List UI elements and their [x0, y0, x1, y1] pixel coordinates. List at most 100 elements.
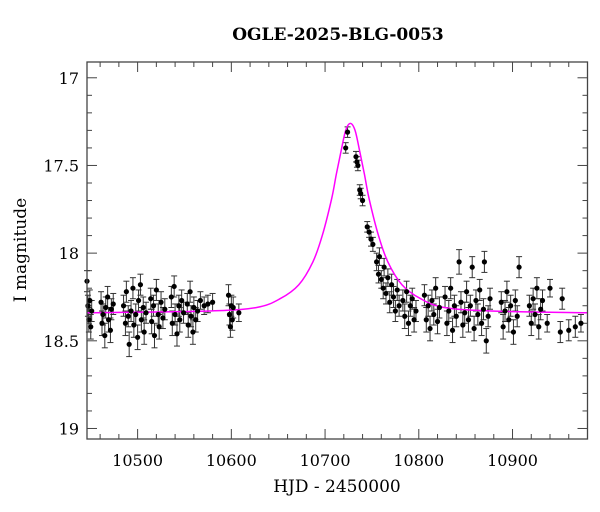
data-point	[140, 304, 146, 311]
data-point	[528, 320, 534, 326]
data-point	[359, 197, 366, 204]
data-point	[122, 320, 129, 326]
data-point	[458, 299, 464, 305]
data-point	[169, 320, 175, 326]
data-point	[578, 320, 584, 326]
data-point	[539, 297, 546, 304]
data-point	[135, 297, 142, 304]
data-point	[88, 324, 94, 330]
data-point	[374, 259, 380, 265]
data-point	[168, 294, 174, 300]
data-point	[514, 313, 520, 319]
data-point	[431, 311, 437, 318]
data-point	[469, 264, 475, 270]
data-point	[396, 303, 402, 309]
data-point	[462, 310, 468, 316]
y-axis-label: I magnitude	[11, 198, 31, 302]
data-point	[130, 285, 136, 291]
data-point	[480, 306, 487, 312]
data-point	[120, 303, 127, 309]
data-point	[179, 297, 185, 304]
data-point	[475, 311, 481, 318]
data-point	[176, 303, 182, 309]
data-point	[516, 264, 522, 270]
data-point	[446, 308, 452, 314]
data-point	[434, 318, 441, 325]
data-point	[227, 324, 234, 330]
data-point	[366, 229, 372, 235]
data-point	[504, 289, 510, 295]
data-point	[566, 327, 572, 333]
data-point	[100, 311, 106, 318]
data-point	[151, 332, 158, 339]
plot-frame	[86, 61, 589, 440]
data-point	[123, 289, 129, 295]
data-point	[411, 317, 417, 323]
data-point	[460, 322, 466, 328]
data-point	[506, 317, 512, 323]
data-point	[98, 299, 104, 305]
data-point	[107, 327, 114, 333]
data-point	[444, 320, 450, 326]
data-point	[471, 325, 477, 332]
data-point	[230, 304, 236, 311]
data-point	[128, 308, 134, 314]
data-point	[467, 303, 473, 309]
data-point	[485, 313, 491, 319]
data-point	[141, 329, 147, 335]
data-point	[205, 301, 211, 307]
data-point	[429, 297, 435, 304]
data-point	[451, 303, 458, 309]
data-point	[343, 145, 349, 151]
data-point	[137, 282, 144, 288]
data-point	[385, 275, 391, 281]
data-point	[138, 317, 144, 323]
data-point	[229, 317, 235, 323]
x-tick-label: 10900	[487, 451, 538, 470]
data-point	[526, 303, 532, 309]
data-point	[404, 289, 410, 295]
data-point	[448, 285, 454, 291]
data-point	[530, 296, 536, 302]
x-axis-label: HJD - 2450000	[273, 477, 401, 497]
data-point	[190, 329, 196, 335]
data-point	[402, 313, 408, 319]
y-tick-label: 17.5	[43, 156, 79, 175]
data-point	[559, 296, 565, 302]
data-point	[191, 304, 197, 311]
data-point	[358, 190, 364, 197]
data-point	[483, 338, 489, 344]
data-point	[110, 301, 116, 307]
data-point	[185, 322, 191, 328]
data-point	[226, 311, 233, 318]
data-point	[187, 289, 193, 295]
data-point	[135, 334, 141, 340]
data-point	[532, 311, 538, 318]
y-tick-label: 18.5	[43, 332, 79, 351]
data-point	[421, 292, 428, 298]
data-point	[502, 308, 508, 314]
data-point	[197, 297, 204, 304]
data-point	[390, 294, 397, 300]
y-tick-label: 19	[59, 419, 79, 438]
model-curve	[86, 122, 588, 314]
x-tick-label: 10600	[206, 451, 257, 470]
data-point	[449, 327, 456, 333]
data-point	[453, 313, 459, 319]
data-point	[105, 294, 111, 300]
data-point	[194, 308, 201, 314]
x-tick-label: 10700	[300, 451, 351, 470]
data-point	[508, 303, 514, 309]
data-point	[126, 341, 132, 347]
data-point	[487, 296, 493, 302]
data-point	[534, 285, 540, 291]
data-point	[378, 276, 384, 283]
data-point	[133, 311, 139, 318]
data-point	[510, 329, 517, 335]
data-point	[383, 290, 389, 297]
data-point	[423, 317, 429, 323]
data-point	[99, 320, 105, 326]
data-point	[375, 271, 382, 277]
data-point	[174, 331, 180, 337]
data-point	[364, 224, 370, 230]
